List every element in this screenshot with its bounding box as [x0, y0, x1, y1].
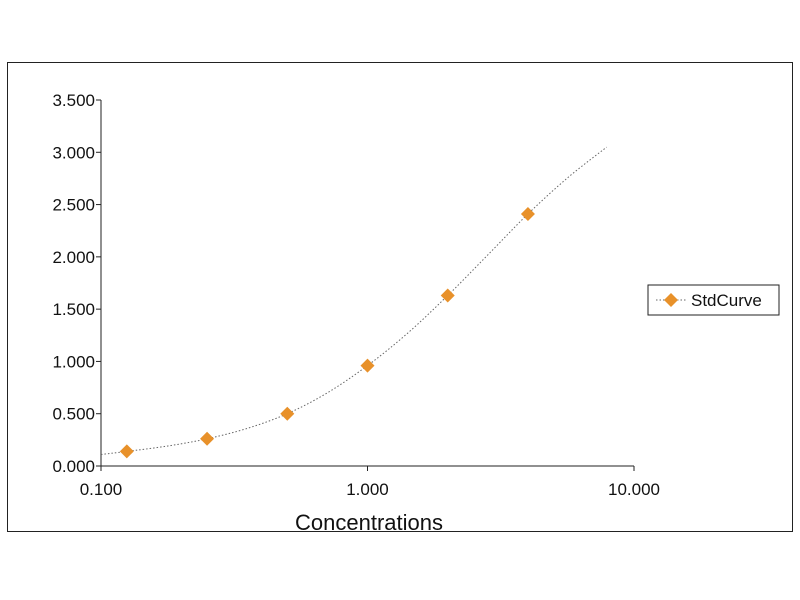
x-tick-label: 1.000 [346, 480, 389, 499]
chart-svg: 0.000 0.500 1.000 1.500 2.000 2.500 3.000 3.500… [52, 91, 780, 535]
y-tick-label: 3.000 [52, 143, 95, 162]
data-point-marker [200, 431, 215, 446]
data-point-marker [119, 444, 134, 459]
axes: 0.000 0.500 1.000 1.500 2.000 2.500 3.000 3.500… [52, 91, 660, 499]
y-tick-label: 1.500 [52, 300, 95, 319]
x-tick-label: 10.000 [608, 480, 660, 499]
fit-curve-line [100, 146, 608, 455]
data-point-marker [440, 288, 455, 303]
y-tick-label: 0.500 [52, 405, 95, 424]
data-points [119, 206, 535, 459]
x-tick-label: 0.100 [80, 480, 123, 499]
x-axis-title: Concentrations [295, 510, 443, 531]
data-point-marker [520, 206, 535, 221]
legend-marker [664, 293, 678, 307]
y-tick-label: 1.000 [52, 352, 95, 371]
y-tick-label: 3.500 [52, 91, 95, 110]
data-point-marker [280, 406, 295, 421]
chart-area: 0.000 0.500 1.000 1.500 2.000 2.500 3.000 3.500… [7, 62, 793, 535]
fit-curve-layer [100, 146, 608, 455]
y-tick-label: 0.000 [52, 457, 95, 476]
legend: StdCurve [647, 284, 780, 316]
data-point-marker [360, 358, 375, 373]
y-tick-label: 2.000 [52, 248, 95, 267]
y-tick-label: 2.500 [52, 196, 95, 215]
legend-label: StdCurve [691, 291, 762, 310]
